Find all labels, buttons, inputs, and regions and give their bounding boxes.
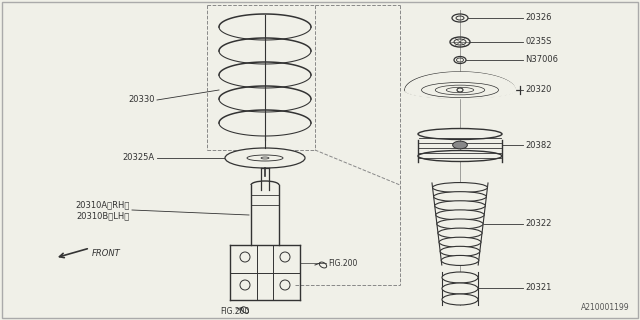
Text: 20382: 20382 [525, 140, 552, 149]
Text: A210001199: A210001199 [581, 303, 630, 312]
Text: 20330: 20330 [129, 95, 155, 105]
Text: N37006: N37006 [525, 55, 558, 65]
Text: 20310A〈RH〉: 20310A〈RH〉 [76, 201, 130, 210]
Ellipse shape [442, 294, 478, 305]
Ellipse shape [437, 219, 483, 229]
Ellipse shape [454, 39, 466, 45]
Ellipse shape [442, 283, 478, 294]
Text: 20321: 20321 [525, 284, 552, 292]
Text: FRONT: FRONT [92, 249, 121, 258]
Ellipse shape [225, 148, 305, 168]
Circle shape [280, 252, 290, 262]
Ellipse shape [436, 210, 484, 220]
Ellipse shape [457, 88, 463, 92]
Ellipse shape [418, 129, 502, 140]
Ellipse shape [450, 37, 470, 47]
Ellipse shape [433, 182, 488, 193]
Ellipse shape [452, 141, 467, 149]
Ellipse shape [247, 155, 283, 161]
Circle shape [240, 252, 250, 262]
Ellipse shape [241, 307, 248, 313]
Circle shape [280, 280, 290, 290]
Ellipse shape [319, 262, 326, 268]
Circle shape [240, 280, 250, 290]
Ellipse shape [261, 157, 269, 159]
Ellipse shape [438, 228, 482, 238]
Text: 20320: 20320 [525, 85, 552, 94]
Ellipse shape [439, 237, 481, 247]
Ellipse shape [454, 57, 466, 63]
Ellipse shape [456, 16, 464, 20]
Ellipse shape [441, 255, 479, 266]
Text: 20322: 20322 [525, 220, 552, 228]
Text: 20325A: 20325A [123, 154, 155, 163]
Text: FIG.200: FIG.200 [328, 259, 357, 268]
Ellipse shape [418, 150, 502, 162]
Ellipse shape [456, 58, 463, 62]
Text: 20310B〈LH〉: 20310B〈LH〉 [77, 212, 130, 220]
Ellipse shape [440, 246, 480, 256]
Text: FIG.200: FIG.200 [220, 307, 250, 316]
Ellipse shape [434, 192, 486, 202]
Ellipse shape [442, 272, 478, 283]
Text: 20326: 20326 [525, 13, 552, 22]
Text: 0235S: 0235S [525, 37, 552, 46]
Ellipse shape [452, 14, 468, 22]
Ellipse shape [435, 201, 485, 211]
